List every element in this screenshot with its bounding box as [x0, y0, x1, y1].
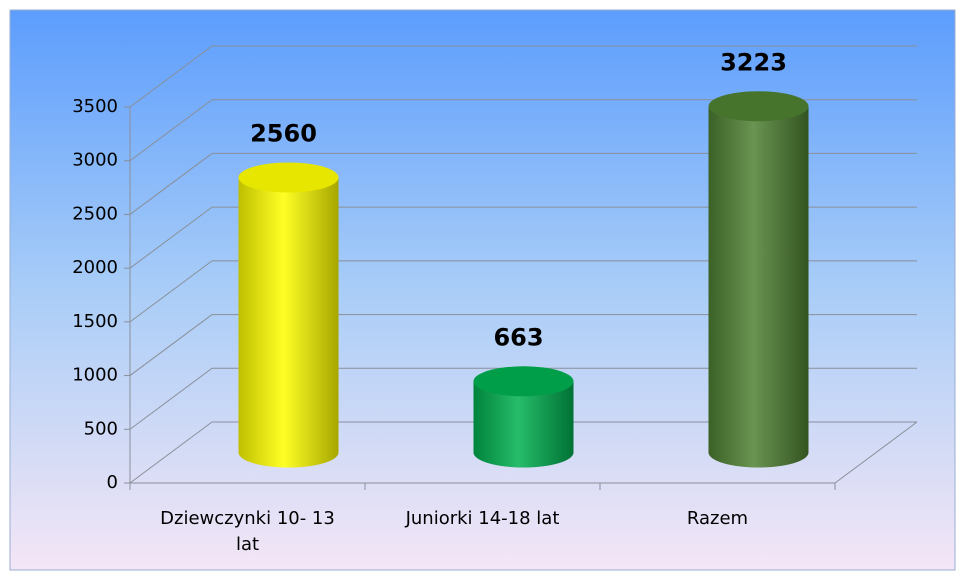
y-tick-label: 500 — [84, 418, 118, 439]
x-tick-label: Dziewczynki 10- 13 lat — [160, 508, 335, 555]
grid-line — [129, 206, 213, 269]
grid-line — [129, 45, 213, 108]
y-tick-label: 0 — [107, 472, 118, 493]
bar — [708, 106, 809, 468]
grid-line — [129, 99, 213, 162]
grid-line — [129, 314, 213, 376]
grid-line — [129, 153, 213, 215]
y-tick-label: 1500 — [72, 311, 118, 332]
bar — [238, 177, 339, 468]
x-tick-label: Juniorki 14-18 lat — [405, 508, 560, 529]
plot-background — [9, 9, 956, 571]
y-tick-label: 2000 — [72, 257, 118, 278]
y-tick-label: 3500 — [72, 96, 118, 117]
grid-line — [129, 421, 213, 484]
value-label: 2560 — [250, 119, 317, 147]
y-tick-label: 2500 — [72, 203, 118, 224]
grid-line — [129, 260, 213, 323]
y-tick-label: 1000 — [72, 365, 118, 386]
bar-top — [708, 91, 809, 122]
x-tick-label: Razem — [686, 508, 749, 529]
y-tick-label: 3000 — [72, 150, 118, 171]
value-label: 3223 — [720, 48, 787, 76]
bar — [473, 381, 574, 468]
floor-edge — [834, 421, 918, 484]
value-label: 663 — [493, 323, 543, 351]
grid-line — [129, 367, 213, 430]
bar-top — [238, 162, 339, 193]
bar-top — [473, 366, 574, 397]
